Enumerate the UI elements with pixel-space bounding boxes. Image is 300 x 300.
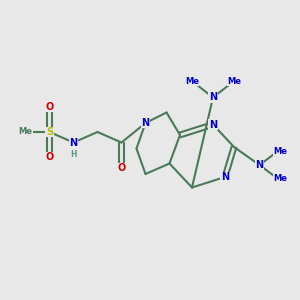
Text: S: S [46,127,53,137]
Text: Me: Me [274,147,287,156]
Text: O: O [45,152,54,163]
Text: N: N [209,119,217,130]
Text: O: O [45,101,54,112]
Text: N: N [141,118,150,128]
Text: N: N [221,172,229,182]
Text: Me: Me [274,174,287,183]
Text: Me: Me [185,76,199,85]
Text: N: N [209,92,217,103]
Text: H: H [70,150,77,159]
Text: Me: Me [19,128,32,136]
Text: Me: Me [227,76,241,85]
Text: N: N [255,160,264,170]
Text: N: N [69,137,78,148]
Text: O: O [117,163,126,173]
